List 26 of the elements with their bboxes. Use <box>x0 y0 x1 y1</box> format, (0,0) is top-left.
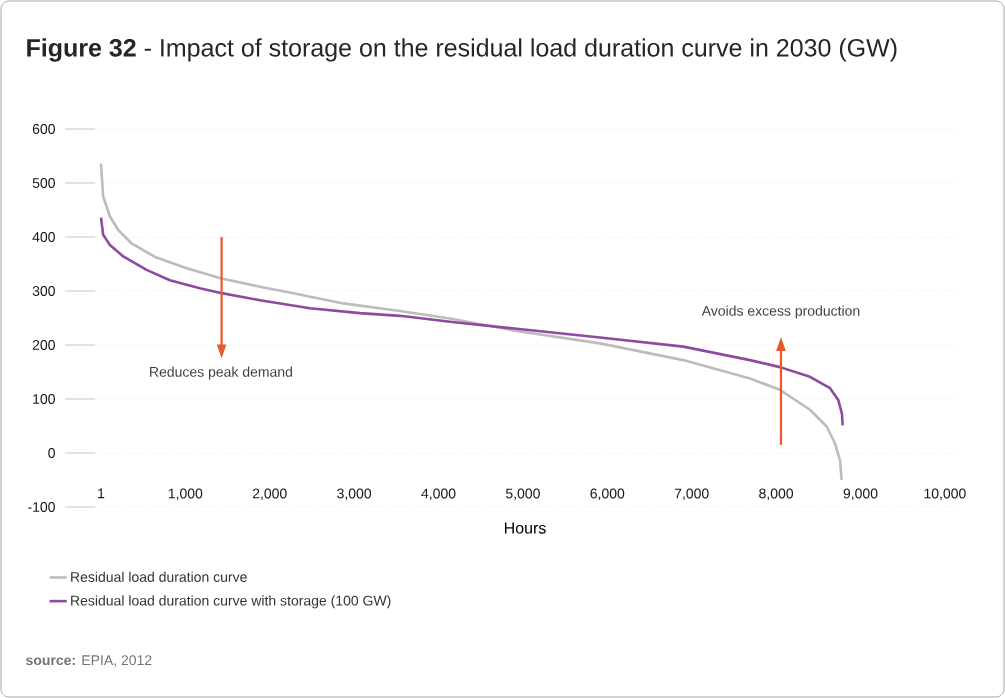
x-axis-title: Hours <box>504 522 546 534</box>
x-tick-label: 1 <box>98 488 105 499</box>
x-tick-label: 8,000 <box>759 488 794 501</box>
y-tick-label: 300 <box>32 286 55 296</box>
y-tick-label: 200 <box>32 340 55 350</box>
text: source: EPIA, 2012 <box>26 655 152 667</box>
y-tick-label: -100 <box>28 502 55 512</box>
x-tick-label: 4,000 <box>421 488 456 501</box>
x-tick-label: 1,000 <box>168 488 203 501</box>
y-tick-label: 0 <box>48 448 55 458</box>
x-tick-label: 5,000 <box>505 488 540 501</box>
y-tick-label: 600 <box>32 124 55 134</box>
x-tick-label: 6,000 <box>590 488 625 501</box>
x-tick-label: 2,000 <box>252 488 287 501</box>
annotation: Reduces peak demand <box>150 366 292 380</box>
x-tick-label: 7,000 <box>674 488 709 501</box>
chart-title: Figure 32 - Impact of storage on the residual load duration curve in 2030 (GW) <box>27 38 897 62</box>
x-tick-label: 3,000 <box>337 488 372 501</box>
y-tick-label: 100 <box>33 394 55 404</box>
x-tick-label: 9,000 <box>843 488 878 501</box>
legend-label: Residual load duration curve with storage (100 GW) <box>71 595 391 609</box>
y-tick-label: 400 <box>32 232 55 242</box>
annotation: Avoids excess production <box>701 305 860 319</box>
x-tick-label: 10,000 <box>924 488 966 501</box>
y-tick-label: 500 <box>32 178 55 188</box>
legend-label: Residual load duration curve <box>71 571 247 582</box>
